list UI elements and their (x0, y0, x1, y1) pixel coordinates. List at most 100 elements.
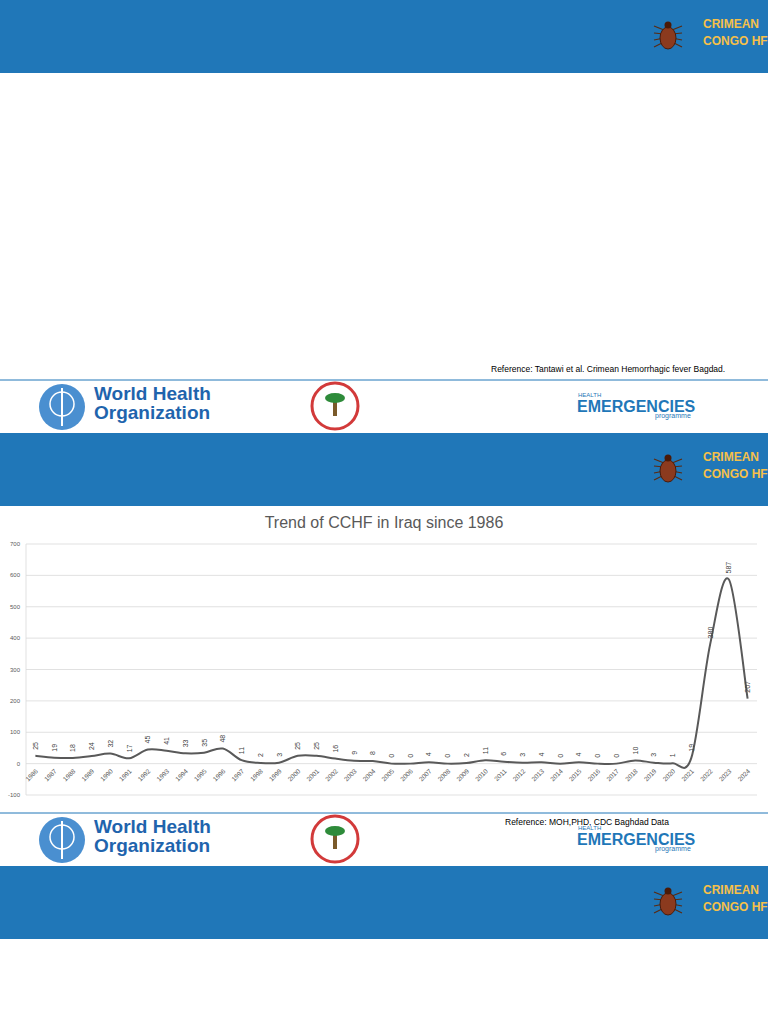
data-label: 207 (744, 681, 751, 693)
x-tick-label: 2024 (736, 767, 751, 782)
grid-line (26, 732, 757, 733)
who-text: Organization (94, 835, 210, 856)
x-tick-label: 1997 (230, 767, 245, 782)
x-tick-label: 1988 (61, 767, 76, 782)
who-logo (39, 817, 85, 863)
x-tick-label: 1991 (118, 767, 133, 782)
moh-logo (312, 816, 358, 862)
data-label: 10 (632, 747, 639, 755)
who-text: World Health (94, 816, 211, 837)
y-tick-label: 0 (17, 761, 21, 767)
data-label: 4 (575, 752, 582, 756)
header-band: CRIMEAN CONGO HF (0, 866, 768, 939)
data-label: 33 (182, 739, 189, 747)
who-logo (39, 384, 85, 430)
header-text: CONGO HF (703, 900, 768, 914)
header-bg (0, 433, 768, 506)
he-sub: programme (655, 845, 691, 853)
x-tick-label: 2005 (380, 767, 395, 782)
page: CRIMEANCONGO HFCRIMEANCONGO HFCRIMEANCON… (0, 0, 768, 1024)
x-tick-label: 2023 (717, 767, 732, 782)
data-label: 25 (294, 742, 301, 750)
x-tick-label: 2014 (549, 767, 564, 782)
x-tick-label: 2011 (493, 767, 508, 782)
grid-line (26, 544, 757, 545)
data-label: 4 (425, 752, 432, 756)
data-label: 2 (257, 753, 264, 757)
data-label: 380 (707, 627, 714, 639)
header-text: CRIMEAN (703, 883, 759, 897)
x-tick-label: 1996 (211, 767, 226, 782)
data-label: 18 (69, 744, 76, 752)
he-sub: programme (655, 412, 691, 420)
y-tick-label: 400 (10, 635, 21, 641)
x-tick-label: 2021 (680, 767, 695, 782)
data-label: 8 (369, 751, 376, 755)
who-text: Organization (94, 402, 210, 423)
y-tick-label: 200 (10, 698, 21, 704)
who-staff (61, 388, 63, 426)
y-tick-label: -100 (8, 792, 21, 798)
y-tick-label: 700 (10, 541, 21, 547)
tick-head (665, 888, 672, 895)
y-tick-label: 600 (10, 572, 21, 578)
x-tick-label: 2004 (361, 767, 376, 782)
moh-ring (312, 383, 358, 429)
data-label: 35 (201, 739, 208, 747)
data-label: 4 (538, 752, 545, 756)
who-emblem (39, 817, 85, 863)
data-label: 25 (313, 742, 320, 750)
data-label: 6 (500, 752, 507, 756)
x-tick-label: 1993 (155, 767, 170, 782)
x-tick-label: 1992 (136, 767, 151, 782)
data-label: 11 (238, 747, 245, 754)
tick-body (660, 893, 676, 915)
plot-area (35, 578, 747, 768)
data-label: 19 (51, 744, 58, 752)
data-label: 11 (482, 747, 489, 754)
x-tick-label: 2003 (343, 767, 358, 782)
x-tick-label: 2016 (586, 767, 601, 782)
grid-line (26, 669, 757, 670)
x-tick-label: 2001 (305, 767, 320, 782)
x-tick-label: 2008 (436, 767, 451, 782)
header-bg (0, 866, 768, 939)
x-tick-label: 1995 (193, 767, 208, 782)
x-tick-label: 1989 (80, 767, 95, 782)
data-label: 41 (163, 737, 170, 745)
x-tick-label: 2015 (567, 767, 582, 782)
data-label: 45 (144, 736, 151, 744)
x-tick-label: 2000 (286, 767, 301, 782)
series-line (35, 578, 747, 768)
tick-icon (654, 22, 682, 50)
data-label: 9 (351, 751, 358, 755)
footer-band: World HealthOrganizationHEALTHEMERGENCIE… (0, 380, 768, 430)
data-label: 587 (725, 562, 732, 574)
x-tick-label: 2013 (530, 767, 545, 782)
y-tick-label: 100 (10, 729, 21, 735)
x-tick-label: 1998 (249, 767, 264, 782)
header-text: CONGO HF (703, 467, 768, 481)
x-tick-label: 2022 (699, 767, 714, 782)
reference: Reference: MOH,PHD, CDC Baghdad Data (505, 817, 669, 827)
x-tick-label: 2020 (661, 767, 676, 782)
x-tick-label: 1986 (24, 767, 39, 782)
footer-line (0, 813, 768, 814)
tick-body (660, 27, 676, 49)
data-label: 0 (613, 754, 620, 758)
x-tick-label: 1990 (99, 767, 114, 782)
x-tick-label: 2009 (455, 767, 470, 782)
footer-line (0, 380, 768, 381)
header-text: CRIMEAN (703, 450, 759, 464)
data-label: 48 (219, 735, 226, 743)
x-tick-label: 2002 (324, 767, 339, 782)
data-label: 0 (388, 754, 395, 758)
who-emblem (39, 384, 85, 430)
grid-line (26, 795, 757, 796)
who-text: World Health (94, 383, 211, 404)
moh-palm (325, 393, 345, 403)
tick-body (660, 460, 676, 482)
x-tick-label: 1994 (174, 767, 189, 782)
data-label: 0 (407, 754, 414, 758)
moh-palm (325, 826, 345, 836)
